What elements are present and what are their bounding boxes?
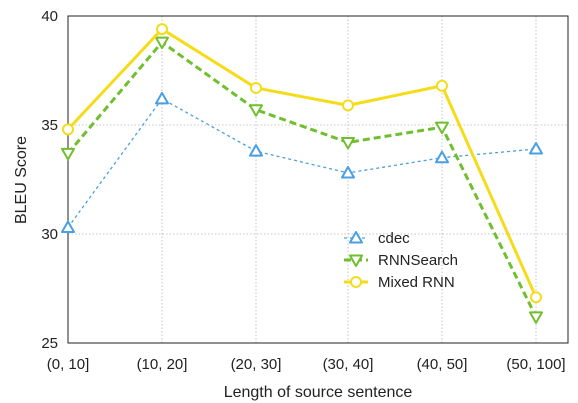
series-layer bbox=[62, 24, 542, 323]
legend: cdec RNNSearch Mixed RNN bbox=[344, 230, 458, 291]
legend-marker-mixed-rnn bbox=[351, 277, 361, 287]
x-tick-label: (20, 30] bbox=[231, 356, 282, 373]
data-point-cdec bbox=[342, 167, 354, 178]
y-tick-label: 40 bbox=[41, 8, 58, 25]
data-point-mixed-rnn bbox=[531, 292, 541, 302]
series-mixed-rnn bbox=[63, 24, 541, 302]
data-point-rnnsearch bbox=[436, 123, 448, 133]
data-point-rnnsearch bbox=[156, 38, 168, 49]
y-axis-label: BLEU Score bbox=[13, 136, 30, 224]
data-point-rnnsearch bbox=[530, 312, 542, 323]
series-line-rnnsearch bbox=[68, 42, 536, 317]
data-point-mixed-rnn bbox=[343, 100, 353, 110]
x-tick-label: (0, 10] bbox=[47, 356, 90, 373]
data-point-cdec bbox=[530, 143, 542, 154]
data-point-cdec bbox=[436, 152, 448, 163]
x-tick-label: (40, 50] bbox=[417, 356, 468, 373]
series-line-mixed-rnn bbox=[68, 29, 536, 297]
series-rnnsearch bbox=[62, 38, 542, 323]
data-point-mixed-rnn bbox=[63, 124, 73, 134]
legend-label-mixed-rnn: Mixed RNN bbox=[378, 274, 455, 291]
series-cdec bbox=[62, 93, 542, 232]
x-tick-label: (50, 100] bbox=[506, 356, 565, 373]
data-point-mixed-rnn bbox=[157, 24, 167, 34]
legend-marker-cdec bbox=[350, 232, 362, 243]
data-point-mixed-rnn bbox=[437, 81, 447, 91]
y-tick-label: 35 bbox=[41, 117, 58, 134]
x-tick-label: (30, 40] bbox=[323, 356, 374, 373]
legend-label-cdec: cdec bbox=[378, 230, 410, 247]
data-point-rnnsearch bbox=[62, 149, 74, 160]
x-tick-label: (10, 20] bbox=[137, 356, 188, 373]
y-tick-label: 30 bbox=[41, 226, 58, 243]
y-tick-label: 25 bbox=[41, 335, 58, 352]
data-point-cdec bbox=[62, 221, 74, 232]
data-point-cdec bbox=[156, 93, 168, 104]
data-point-mixed-rnn bbox=[251, 83, 261, 93]
legend-label-rnnsearch: RNNSearch bbox=[378, 252, 458, 269]
series-line-cdec bbox=[68, 99, 536, 228]
x-axis-label: Length of source sentence bbox=[224, 384, 413, 401]
data-point-cdec bbox=[250, 145, 262, 156]
